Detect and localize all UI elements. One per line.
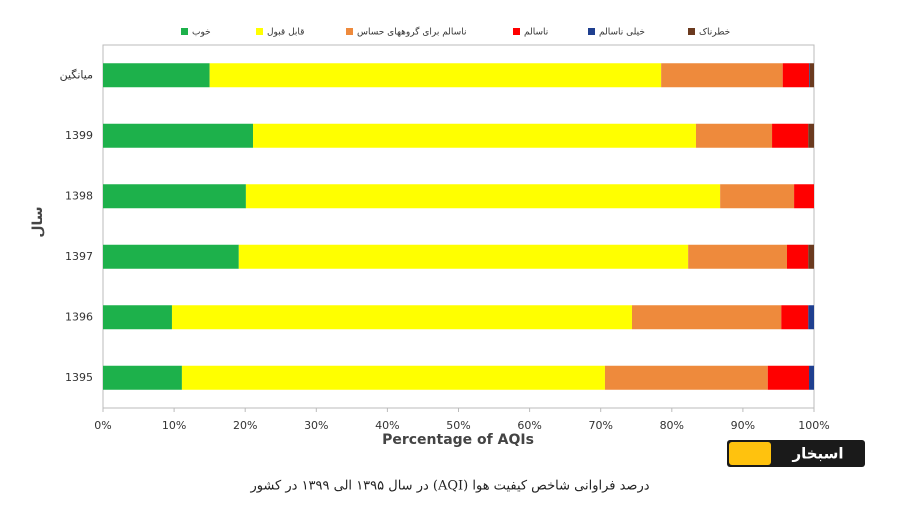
bar-segment xyxy=(794,184,814,209)
bar-segment xyxy=(253,123,696,148)
y-axis-label: سال xyxy=(30,206,46,237)
legend-label: ناسالم xyxy=(524,28,548,38)
legend-label: ناسالم برای گروههای حساس xyxy=(357,26,466,38)
x-tick-label: 30% xyxy=(304,419,328,432)
bar-segment xyxy=(209,63,662,88)
y-tick-label: 1399 xyxy=(65,129,93,142)
legend-swatch xyxy=(181,28,188,35)
y-tick-label: 1396 xyxy=(65,310,93,323)
bar-segment xyxy=(688,244,787,269)
bar-segment xyxy=(245,184,721,209)
bar-segment xyxy=(720,184,795,209)
legend-swatch xyxy=(256,28,263,35)
bar-segment xyxy=(809,63,810,88)
bar-segment xyxy=(782,63,810,88)
x-tick-label: 40% xyxy=(375,419,399,432)
legend-swatch xyxy=(513,28,520,35)
legend-label: خیلی ناسالم xyxy=(599,28,645,38)
logo: اسبخار xyxy=(727,440,865,467)
x-axis-label: Percentage of AQIs xyxy=(382,432,534,448)
legend-swatch xyxy=(346,28,353,35)
caption: درصد فراوانی شاخص کیفیت هوا (AQI) در سال… xyxy=(249,479,649,494)
x-tick-label: 10% xyxy=(162,419,186,432)
bar-segment xyxy=(767,365,810,390)
bar-segment xyxy=(695,123,773,148)
legend-label: قابل قبول xyxy=(267,28,304,38)
legend-label: خطرناک xyxy=(699,27,730,38)
bar-segment xyxy=(786,244,809,269)
bar-segment xyxy=(103,123,254,148)
legend-swatch xyxy=(588,28,595,35)
x-tick-label: 0% xyxy=(94,419,111,432)
y-tick-label: 1398 xyxy=(65,189,93,202)
x-tick-label: 100% xyxy=(798,419,829,432)
bar-segment xyxy=(809,63,814,88)
bar-segment xyxy=(781,305,809,330)
x-tick-label: 60% xyxy=(517,419,541,432)
bar-segment xyxy=(103,365,182,390)
y-tick-label: 1395 xyxy=(65,371,93,384)
y-tick-label: 1397 xyxy=(65,250,93,263)
bar-segment xyxy=(238,244,689,269)
x-tick-label: 90% xyxy=(731,419,755,432)
x-tick-label: 50% xyxy=(446,419,470,432)
legend-label: خوب xyxy=(192,28,211,38)
bar-segment xyxy=(103,244,239,269)
bar-segment xyxy=(103,63,210,88)
x-tick-label: 20% xyxy=(233,419,257,432)
bar-segment xyxy=(103,184,246,209)
legend-swatch xyxy=(688,28,695,35)
x-tick-label: 80% xyxy=(660,419,684,432)
bar-segment xyxy=(604,365,768,390)
logo-text: اسبخار xyxy=(791,445,843,463)
bar-segment xyxy=(171,305,632,330)
x-tick-label: 70% xyxy=(588,419,612,432)
bar-segment xyxy=(661,63,783,88)
bar-segment xyxy=(103,305,172,330)
y-tick-label: میانگین xyxy=(60,68,94,81)
bar-segment xyxy=(808,305,814,330)
logo-icon xyxy=(729,442,771,465)
bar-segment xyxy=(772,123,809,148)
bar-segment xyxy=(181,365,605,390)
bar-segment xyxy=(809,365,814,390)
bar-segment xyxy=(808,123,814,148)
bar-segment xyxy=(808,244,814,269)
bar-segment xyxy=(631,305,782,330)
